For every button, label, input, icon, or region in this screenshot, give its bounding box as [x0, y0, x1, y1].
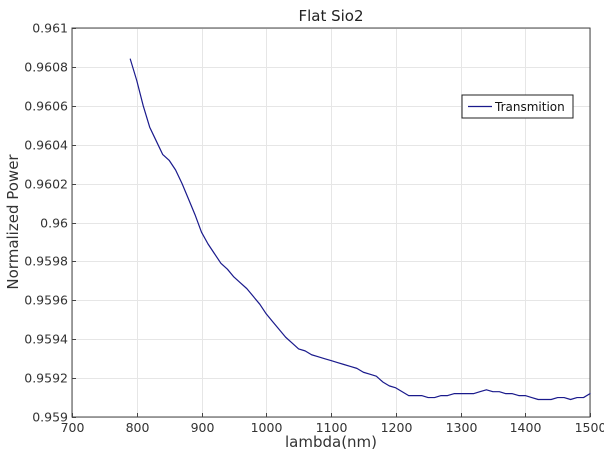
x-tick-label: 1000	[251, 420, 283, 435]
x-tick-label: 1500	[575, 420, 604, 435]
x-tick-label: 800	[126, 420, 150, 435]
y-axis-title: Normalized Power	[4, 154, 22, 290]
legend-box	[461, 94, 574, 119]
x-tick-label: 700	[61, 420, 85, 435]
y-tick-label: 0.961	[32, 21, 68, 36]
series-line-transmition	[129, 58, 591, 401]
y-tick-label: 0.9608	[24, 60, 68, 75]
x-axis-title: lambda(nm)	[285, 433, 377, 451]
y-tick-label: 0.9594	[24, 332, 68, 347]
x-axis-ticks: 700 800 900 1000 1100 1200 1300 1400 1500	[61, 413, 604, 435]
x-tick-label: 1400	[510, 420, 542, 435]
chart-title: Flat Sio2	[298, 7, 363, 25]
legend: Transmition	[461, 94, 574, 119]
y-tick-label: 0.9592	[24, 371, 68, 386]
x-tick-label: 900	[191, 420, 215, 435]
x-tick-label: 1300	[446, 420, 478, 435]
series-layer	[129, 58, 591, 401]
grid-lines	[72, 28, 591, 418]
y-tick-label: 0.9598	[24, 254, 68, 269]
y-tick-label: 0.9596	[24, 293, 68, 308]
x-tick-label: 1100	[316, 420, 348, 435]
y-tick-label: 0.9602	[24, 177, 68, 192]
y-tick-label: 0.96	[40, 216, 68, 231]
y-axis-ticks: 0.959 0.9592 0.9594 0.9596 0.9598 0.96 0.9602 0…	[24, 21, 76, 425]
x-tick-label: 1200	[381, 420, 413, 435]
legend-label: Transmition	[494, 100, 565, 114]
y-tick-label: 0.9606	[24, 99, 68, 114]
y-tick-label: 0.959	[32, 410, 68, 425]
y-tick-label: 0.9604	[24, 138, 68, 153]
